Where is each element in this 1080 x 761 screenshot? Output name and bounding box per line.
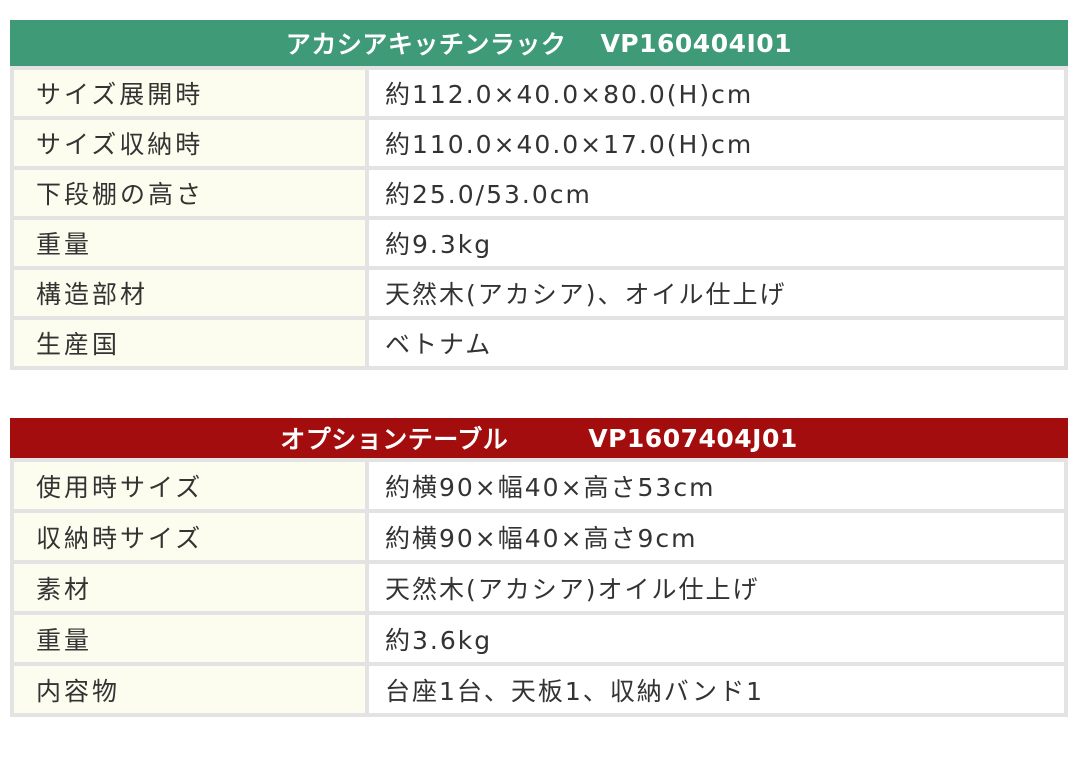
spec-row: 素材 天然木(アカシア)オイル仕上げ: [14, 564, 1064, 611]
spec-row: 重量 約9.3kg: [14, 220, 1064, 266]
spec-value: 天然木(アカシア)オイル仕上げ: [369, 564, 1064, 611]
product-title: オプションテーブル: [280, 425, 509, 454]
product-title: アカシアキッチンラック: [285, 30, 567, 59]
spec-label: サイズ展開時: [14, 70, 365, 116]
spec-label: 素材: [14, 564, 365, 611]
spec-row: 構造部材 天然木(アカシア)、オイル仕上げ: [14, 270, 1064, 316]
kitchen-rack-header: アカシアキッチンラック VP160404I01: [10, 20, 1068, 66]
spec-value: 約9.3kg: [369, 220, 1064, 266]
spec-label: 重量: [14, 220, 365, 266]
spec-value: 約横90×幅40×高さ53cm: [369, 462, 1064, 509]
spec-label: 構造部材: [14, 270, 365, 316]
spec-label: サイズ収納時: [14, 120, 365, 166]
spec-row: サイズ展開時 約112.0×40.0×80.0(H)cm: [14, 70, 1064, 116]
spec-row: 重量 約3.6kg: [14, 615, 1064, 662]
spec-row: 内容物 台座1台、天板1、収納バンド1: [14, 666, 1064, 713]
spec-value: 台座1台、天板1、収納バンド1: [369, 666, 1064, 713]
spec-label: 内容物: [14, 666, 365, 713]
spec-row: 生産国 ベトナム: [14, 320, 1064, 366]
spec-label: 重量: [14, 615, 365, 662]
spec-label: 下段棚の高さ: [14, 170, 365, 216]
kitchen-rack-spec-table: アカシアキッチンラック VP160404I01 サイズ展開時 約112.0×40.…: [10, 20, 1068, 370]
spec-row: 下段棚の高さ 約25.0/53.0cm: [14, 170, 1064, 216]
product-code: VP160404I01: [600, 28, 793, 58]
spec-row: 使用時サイズ 約横90×幅40×高さ53cm: [14, 462, 1064, 509]
spec-value: 約112.0×40.0×80.0(H)cm: [369, 70, 1064, 116]
spec-value: 天然木(アカシア)、オイル仕上げ: [369, 270, 1064, 316]
spec-value: 約3.6kg: [369, 615, 1064, 662]
option-table-header: オプションテーブル VP1607404J01: [10, 418, 1068, 458]
product-code: VP1607404J01: [588, 423, 798, 453]
option-table-spec-table: オプションテーブル VP1607404J01 使用時サイズ 約横90×幅40×高さ…: [10, 418, 1068, 717]
spec-label: 使用時サイズ: [14, 462, 365, 509]
spec-label: 生産国: [14, 320, 365, 366]
spec-value: 約110.0×40.0×17.0(H)cm: [369, 120, 1064, 166]
spec-value: 約横90×幅40×高さ9cm: [369, 513, 1064, 560]
spec-value: ベトナム: [369, 320, 1064, 366]
spec-row: サイズ収納時 約110.0×40.0×17.0(H)cm: [14, 120, 1064, 166]
spec-row: 収納時サイズ 約横90×幅40×高さ9cm: [14, 513, 1064, 560]
spec-value: 約25.0/53.0cm: [369, 170, 1064, 216]
spec-label: 収納時サイズ: [14, 513, 365, 560]
